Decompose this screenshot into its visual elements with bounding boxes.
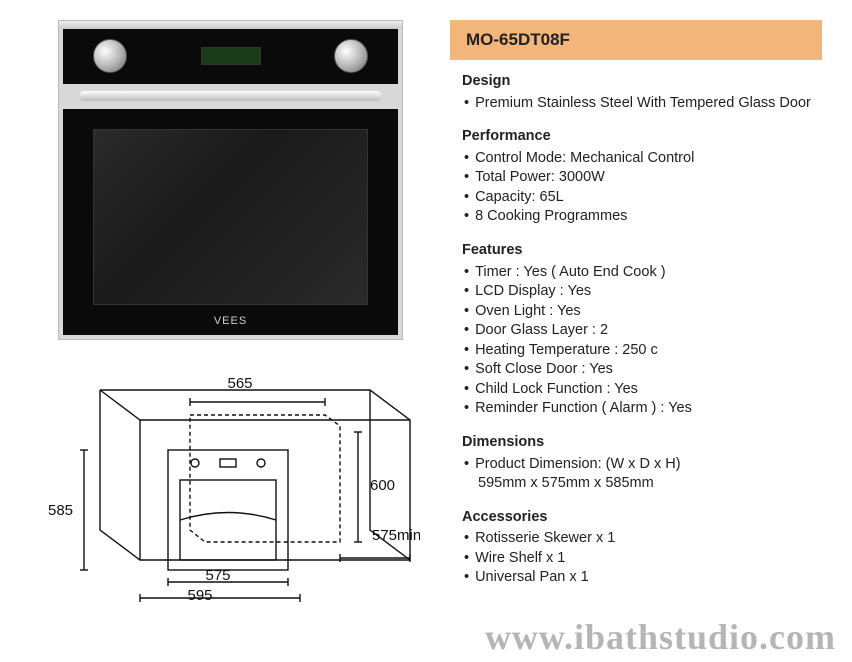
spec-item: Control Mode: Mechanical Control <box>462 149 816 169</box>
spec-item: Soft Close Door : Yes <box>462 360 816 380</box>
spec-item: Oven Light : Yes <box>462 302 816 322</box>
dim-575min: 575min <box>372 527 420 544</box>
section-performance: Performance Control Mode: Mechanical Con… <box>462 127 816 227</box>
spec-item: Premium Stainless Steel With Tempered Gl… <box>462 94 816 114</box>
watermark: www.ibathstudio.com <box>485 616 836 658</box>
section-title: Features <box>462 241 816 261</box>
dim-600: 600 <box>370 477 395 494</box>
spec-item: Product Dimension: (W x D x H) <box>462 455 816 475</box>
section-title: Design <box>462 72 816 92</box>
section-dimensions: Dimensions Product Dimension: (W x D x H… <box>462 433 816 494</box>
spec-item: Reminder Function ( Alarm ) : Yes <box>462 399 816 419</box>
dim-565: 565 <box>227 375 252 392</box>
spec-item: Door Glass Layer : 2 <box>462 321 816 341</box>
spec-item: Universal Pan x 1 <box>462 568 816 588</box>
spec-sub: 595mm x 575mm x 585mm <box>462 474 816 494</box>
dimension-diagram: 565 600 575min 575 595 585 <box>40 360 420 605</box>
lcd-icon <box>201 47 261 65</box>
dim-575: 575 <box>205 567 230 584</box>
product-photo: VEES <box>58 20 403 340</box>
handle-icon <box>79 91 382 101</box>
knob-icon <box>334 39 368 73</box>
spec-item: Wire Shelf x 1 <box>462 549 816 569</box>
spec-item: Heating Temperature : 250 c <box>462 341 816 361</box>
brand-logo: VEES <box>214 315 247 327</box>
knob-icon <box>93 39 127 73</box>
section-title: Dimensions <box>462 433 816 453</box>
dim-585: 585 <box>48 502 73 519</box>
spec-item: 8 Cooking Programmes <box>462 207 816 227</box>
dim-595: 595 <box>187 587 212 604</box>
spec-item: LCD Display : Yes <box>462 282 816 302</box>
spec-item: Child Lock Function : Yes <box>462 380 816 400</box>
spec-item: Timer : Yes ( Auto End Cook ) <box>462 263 816 283</box>
spec-item: Total Power: 3000W <box>462 168 816 188</box>
section-design: Design Premium Stainless Steel With Temp… <box>462 72 816 113</box>
section-title: Performance <box>462 127 816 147</box>
model-header: MO-65DT08F <box>450 20 822 60</box>
section-features: Features Timer : Yes ( Auto End Cook ) L… <box>462 241 816 419</box>
spec-item: Rotisserie Skewer x 1 <box>462 529 816 549</box>
section-accessories: Accessories Rotisserie Skewer x 1 Wire S… <box>462 508 816 588</box>
section-title: Accessories <box>462 508 816 528</box>
spec-item: Capacity: 65L <box>462 188 816 208</box>
